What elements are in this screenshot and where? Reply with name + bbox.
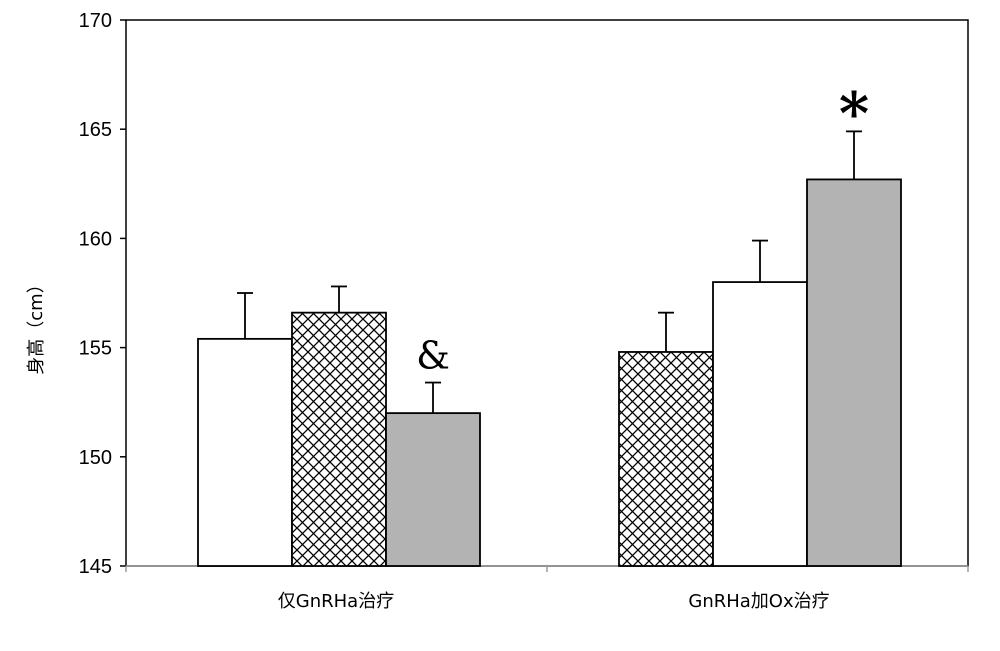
bar-1-2 <box>806 178 902 567</box>
y-tick-label-145: 145 <box>79 556 112 578</box>
y-tick-label-160: 160 <box>79 228 112 250</box>
y-tick-label-170: 170 <box>79 10 112 32</box>
bar-0-2 <box>385 412 481 567</box>
y-axis-title: 身高（cm） <box>26 275 47 374</box>
bar-0-1 <box>291 311 387 567</box>
category-label-0: 仅GnRHa治疗 <box>278 591 394 612</box>
bar-1-0 <box>618 351 714 567</box>
y-tick-label-150: 150 <box>79 447 112 469</box>
bar-0-0 <box>197 337 293 567</box>
category-label-1: GnRHa加Ox治疗 <box>688 591 829 612</box>
plot-area: 145 150 155 160 165 170 & 仅GnRHa治疗 * GnRHa加Ox治疗 <box>79 10 969 612</box>
bar-1-1 <box>712 281 808 567</box>
y-tick-label-165: 165 <box>79 119 112 141</box>
annotation-0-2: & <box>416 334 450 378</box>
y-tick-label-155: 155 <box>79 338 112 360</box>
annotation-1-2: * <box>839 79 869 147</box>
